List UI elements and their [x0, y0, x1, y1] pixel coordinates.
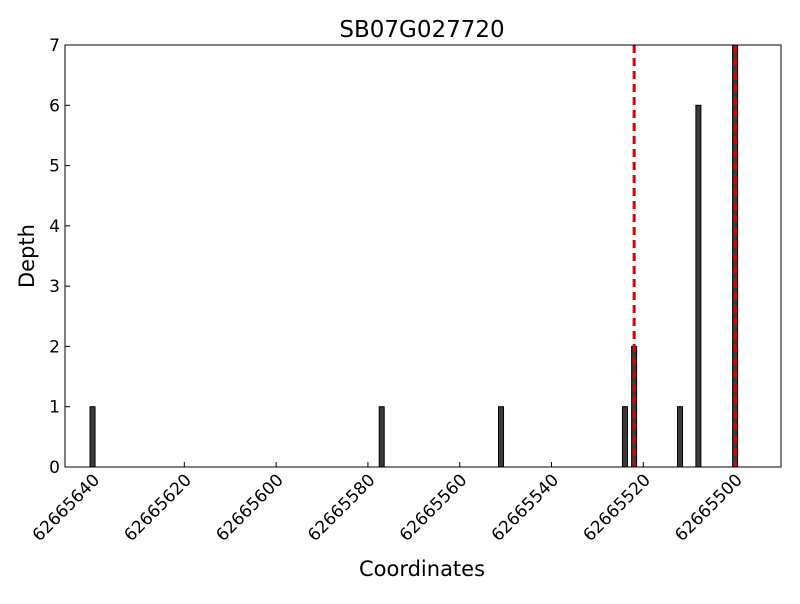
bar-series — [89, 44, 739, 468]
bar — [89, 406, 96, 468]
y-tick-label: 2 — [49, 337, 60, 357]
x-tick-label: 62665640 — [29, 470, 104, 545]
y-tick-label: 1 — [49, 398, 60, 418]
x-tick-label: 62665580 — [304, 470, 379, 545]
x-axis: 62665640 62665620 62665600 62665580 62665560… — [29, 462, 747, 546]
x-tick-label: 62665620 — [121, 470, 196, 545]
x-tick-label: 62665560 — [396, 470, 471, 545]
x-tick-label: 62665520 — [580, 470, 655, 545]
bar — [677, 406, 684, 468]
bar — [378, 406, 385, 468]
x-tick-label: 62665540 — [488, 470, 563, 545]
y-axis: 0 1 2 3 4 5 6 7 — [49, 36, 70, 478]
y-tick-label: 6 — [49, 96, 60, 116]
bar — [498, 406, 505, 468]
x-axis-label: Coordinates — [359, 557, 485, 581]
y-tick-label: 5 — [49, 157, 60, 177]
y-tick-label: 3 — [49, 277, 60, 297]
y-tick-label: 0 — [49, 458, 60, 478]
y-tick-label: 4 — [49, 217, 60, 237]
marker-lines — [632, 45, 737, 467]
x-tick-label: 62665500 — [671, 470, 746, 545]
x-tick-label: 62665600 — [212, 470, 287, 545]
y-axis-label: Depth — [15, 224, 39, 288]
y-tick-label: 7 — [49, 36, 60, 56]
plot-frame — [64, 44, 782, 468]
chart-title: SB07G027720 — [339, 17, 504, 43]
bar — [695, 104, 702, 468]
bar — [621, 406, 628, 468]
